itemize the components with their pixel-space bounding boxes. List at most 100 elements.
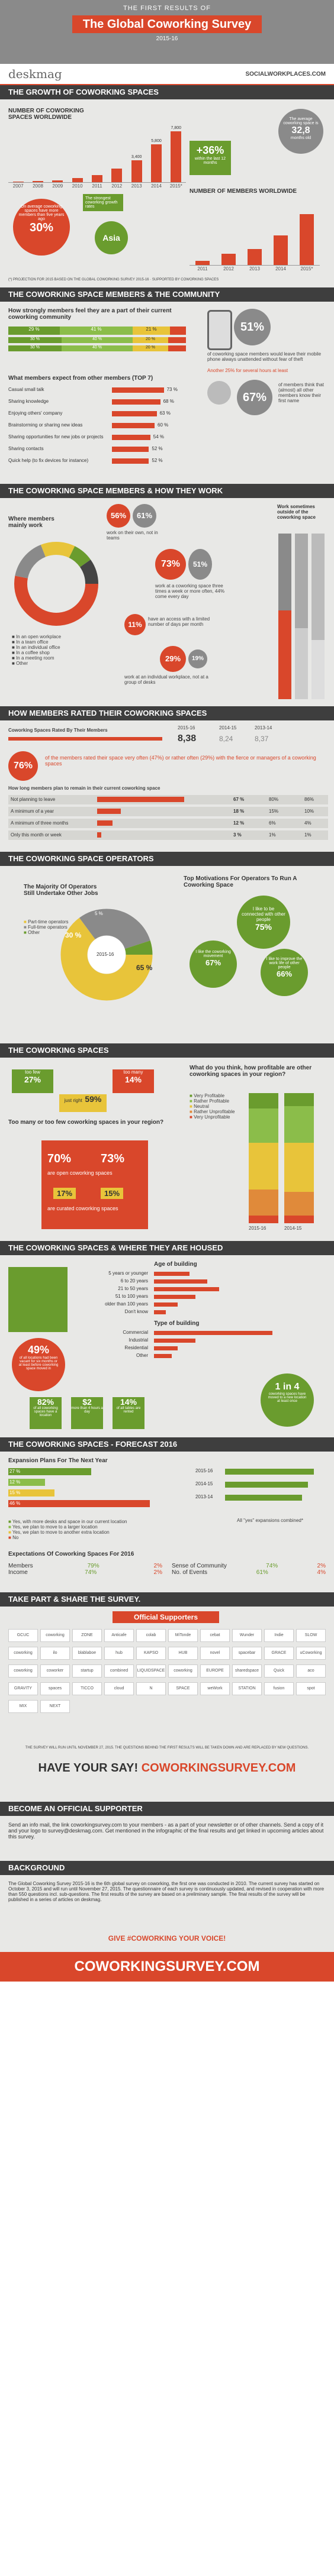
- sponsor-logo: ZONE: [72, 1629, 102, 1642]
- community-seg: 40 %: [62, 337, 133, 343]
- profit-seg: [249, 1215, 278, 1224]
- legend-item: ■ Part-time operators: [24, 919, 69, 925]
- outside-bar-2: [295, 534, 308, 699]
- avg-value: 32,8: [291, 125, 310, 135]
- expectations-table-2: Sense of Community 74% 2% No. of Events 61%…: [172, 1563, 326, 1576]
- legend-label: Other: [28, 930, 40, 935]
- expansion-chart: 27 % 12 % 15 % 46 %: [8, 1468, 186, 1515]
- chart-bar: [273, 235, 288, 265]
- header-year: 2015-16: [156, 35, 178, 42]
- section-forecast: Expansion Plans For The Next Year 27 % 12…: [0, 1452, 334, 1592]
- age-label: Don't know: [124, 1309, 148, 1314]
- data-label: 3,400: [131, 154, 142, 159]
- stat-solo-2015: 56%: [107, 504, 130, 528]
- legend-item: ■ Neutral: [190, 1104, 209, 1109]
- profit-seg: [284, 1106, 314, 1143]
- remain-value: 3 %: [233, 832, 242, 838]
- stat-2: $2 more than 4 hours a day: [71, 1397, 103, 1429]
- chart-bar: [150, 144, 162, 182]
- age-bar: [154, 1272, 190, 1276]
- operators-pie: [60, 909, 153, 1001]
- stat-82-value: 82%: [37, 1397, 54, 1407]
- avg-unit: months old: [290, 136, 311, 140]
- rated-title: Coworking Spaces Rated By Their Members: [8, 728, 108, 733]
- vacant-text: of all locations had been vacant for six…: [18, 1356, 59, 1371]
- remain-row: [8, 830, 328, 840]
- section-community-title: THE COWORKING SPACE MEMBERS & THE COMMUN…: [0, 287, 334, 302]
- pie-center: 2015-16: [97, 952, 114, 957]
- chart-bar: [195, 260, 210, 265]
- expansion-bar: [8, 1479, 46, 1486]
- motivation-title: Top Motivations For Operators To Run A C…: [184, 875, 297, 888]
- sponsor-logo: sharedspace: [232, 1664, 262, 1678]
- just-right-box: just right 59%: [59, 1094, 107, 1112]
- age-bar: [154, 1302, 178, 1307]
- section-rated-title: HOW MEMBERS RATED THEIR COWORKING SPACES: [0, 706, 334, 720]
- legend-label: No: [12, 1535, 19, 1540]
- open-2014: 73%: [101, 1152, 125, 1165]
- pie-other: [60, 909, 153, 1001]
- brand-bar: deskmag SOCIALWORKPLACES.COM: [0, 64, 334, 85]
- sponsor-logo: Quick: [264, 1664, 294, 1678]
- type-bar: [154, 1339, 195, 1343]
- sponsor-logo: LIQUIDSPACE: [136, 1664, 166, 1678]
- legend-item: ■ In a meeting room: [12, 655, 54, 661]
- stat-individual-text: work at an individual workplace, not at …: [124, 674, 208, 685]
- survey-url[interactable]: COWORKINGSURVEY.COM: [141, 1761, 296, 1775]
- expectation-up: 61%: [256, 1569, 268, 1576]
- remain-value: 67 %: [233, 797, 245, 802]
- stat-14-value: 14%: [120, 1397, 137, 1407]
- legend-label: Rather Profitable: [194, 1098, 230, 1104]
- bar-value: 52 %: [152, 458, 163, 463]
- sponsor-logo: MiTonde: [168, 1629, 198, 1642]
- phone-text: of coworking space members would leave t…: [207, 351, 322, 362]
- community-seg: 41 %: [60, 327, 133, 335]
- legend-item: ■ Rather Profitable: [190, 1098, 230, 1104]
- section-operators: The Majority Of Operators Still Undertak…: [0, 866, 334, 1043]
- tick-label: 2014: [275, 266, 286, 272]
- sponsor-logo: novel: [200, 1647, 230, 1660]
- sponsor-logo: hub: [104, 1647, 134, 1660]
- motivation-3: I like to improve the work life of other…: [261, 949, 308, 996]
- remain-value: 15%: [269, 809, 279, 814]
- bar-label: Quick help (to fix devices for instance): [8, 458, 89, 463]
- community-row: 30 % 40 % 20 %: [8, 337, 186, 343]
- age-bar: [154, 1310, 166, 1314]
- legend-label: Very Profitable: [194, 1093, 225, 1098]
- remain-value: 12 %: [233, 820, 245, 826]
- expectation-down: 2%: [153, 1569, 162, 1576]
- tick-label: 2012: [111, 183, 123, 189]
- have-your-say: HAVE YOUR SAY! COWORKINGSURVEY.COM: [8, 1761, 326, 1775]
- rated-y3: 2013-14: [255, 725, 272, 731]
- section-operators-title: THE COWORKING SPACE OPERATORS: [0, 852, 334, 866]
- sponsor-logo: spaces: [40, 1682, 70, 1695]
- legend-item: ■ No: [8, 1535, 19, 1540]
- spaces-question: Too many or too few coworking spaces in …: [8, 1119, 164, 1126]
- sponsor-logo: fusion: [264, 1682, 294, 1695]
- bar: [112, 387, 164, 393]
- motivation-3-text: I like to improve the work life of other…: [266, 957, 303, 969]
- stat-14: 14% of all tables are rented: [113, 1397, 144, 1429]
- stat-week-2014: 51%: [188, 549, 212, 580]
- person-icon: [207, 381, 231, 405]
- expansion-value: 46 %: [9, 1501, 21, 1506]
- remain-bar: [97, 797, 185, 802]
- community-bars: 29 % 41 % 21 % 30 % 40 % 20 % 30 % 40 % …: [8, 327, 186, 351]
- community-seg: 29 %: [8, 327, 60, 335]
- sponsor-logo: uCoworking: [296, 1647, 326, 1660]
- have-your-say-text: HAVE YOUR SAY!: [38, 1761, 139, 1775]
- bar-value: 73 %: [166, 387, 178, 392]
- remain-value: 18 %: [233, 809, 245, 814]
- legend-label: Neutral: [194, 1104, 209, 1109]
- sponsor-logo: cloud: [104, 1682, 134, 1695]
- community-seg: 30 %: [8, 345, 62, 351]
- expectations-title: Expectations Of Coworking Spaces For 201…: [8, 1551, 134, 1557]
- profit-title: What do you think, how profitable are ot…: [190, 1065, 312, 1078]
- asia-globe-icon: Asia: [95, 221, 128, 254]
- asia-label: Asia: [102, 233, 120, 243]
- too-few-pct: 27%: [24, 1075, 41, 1084]
- asia-callout: The strongest coworking growth rates Asi…: [83, 194, 136, 259]
- section-spaces: too few 27% too many 14% just right 59% …: [0, 1058, 334, 1241]
- footer-url[interactable]: COWORKINGSURVEY.COM: [0, 1952, 334, 1982]
- remain-label: A minimum of a year: [11, 809, 54, 814]
